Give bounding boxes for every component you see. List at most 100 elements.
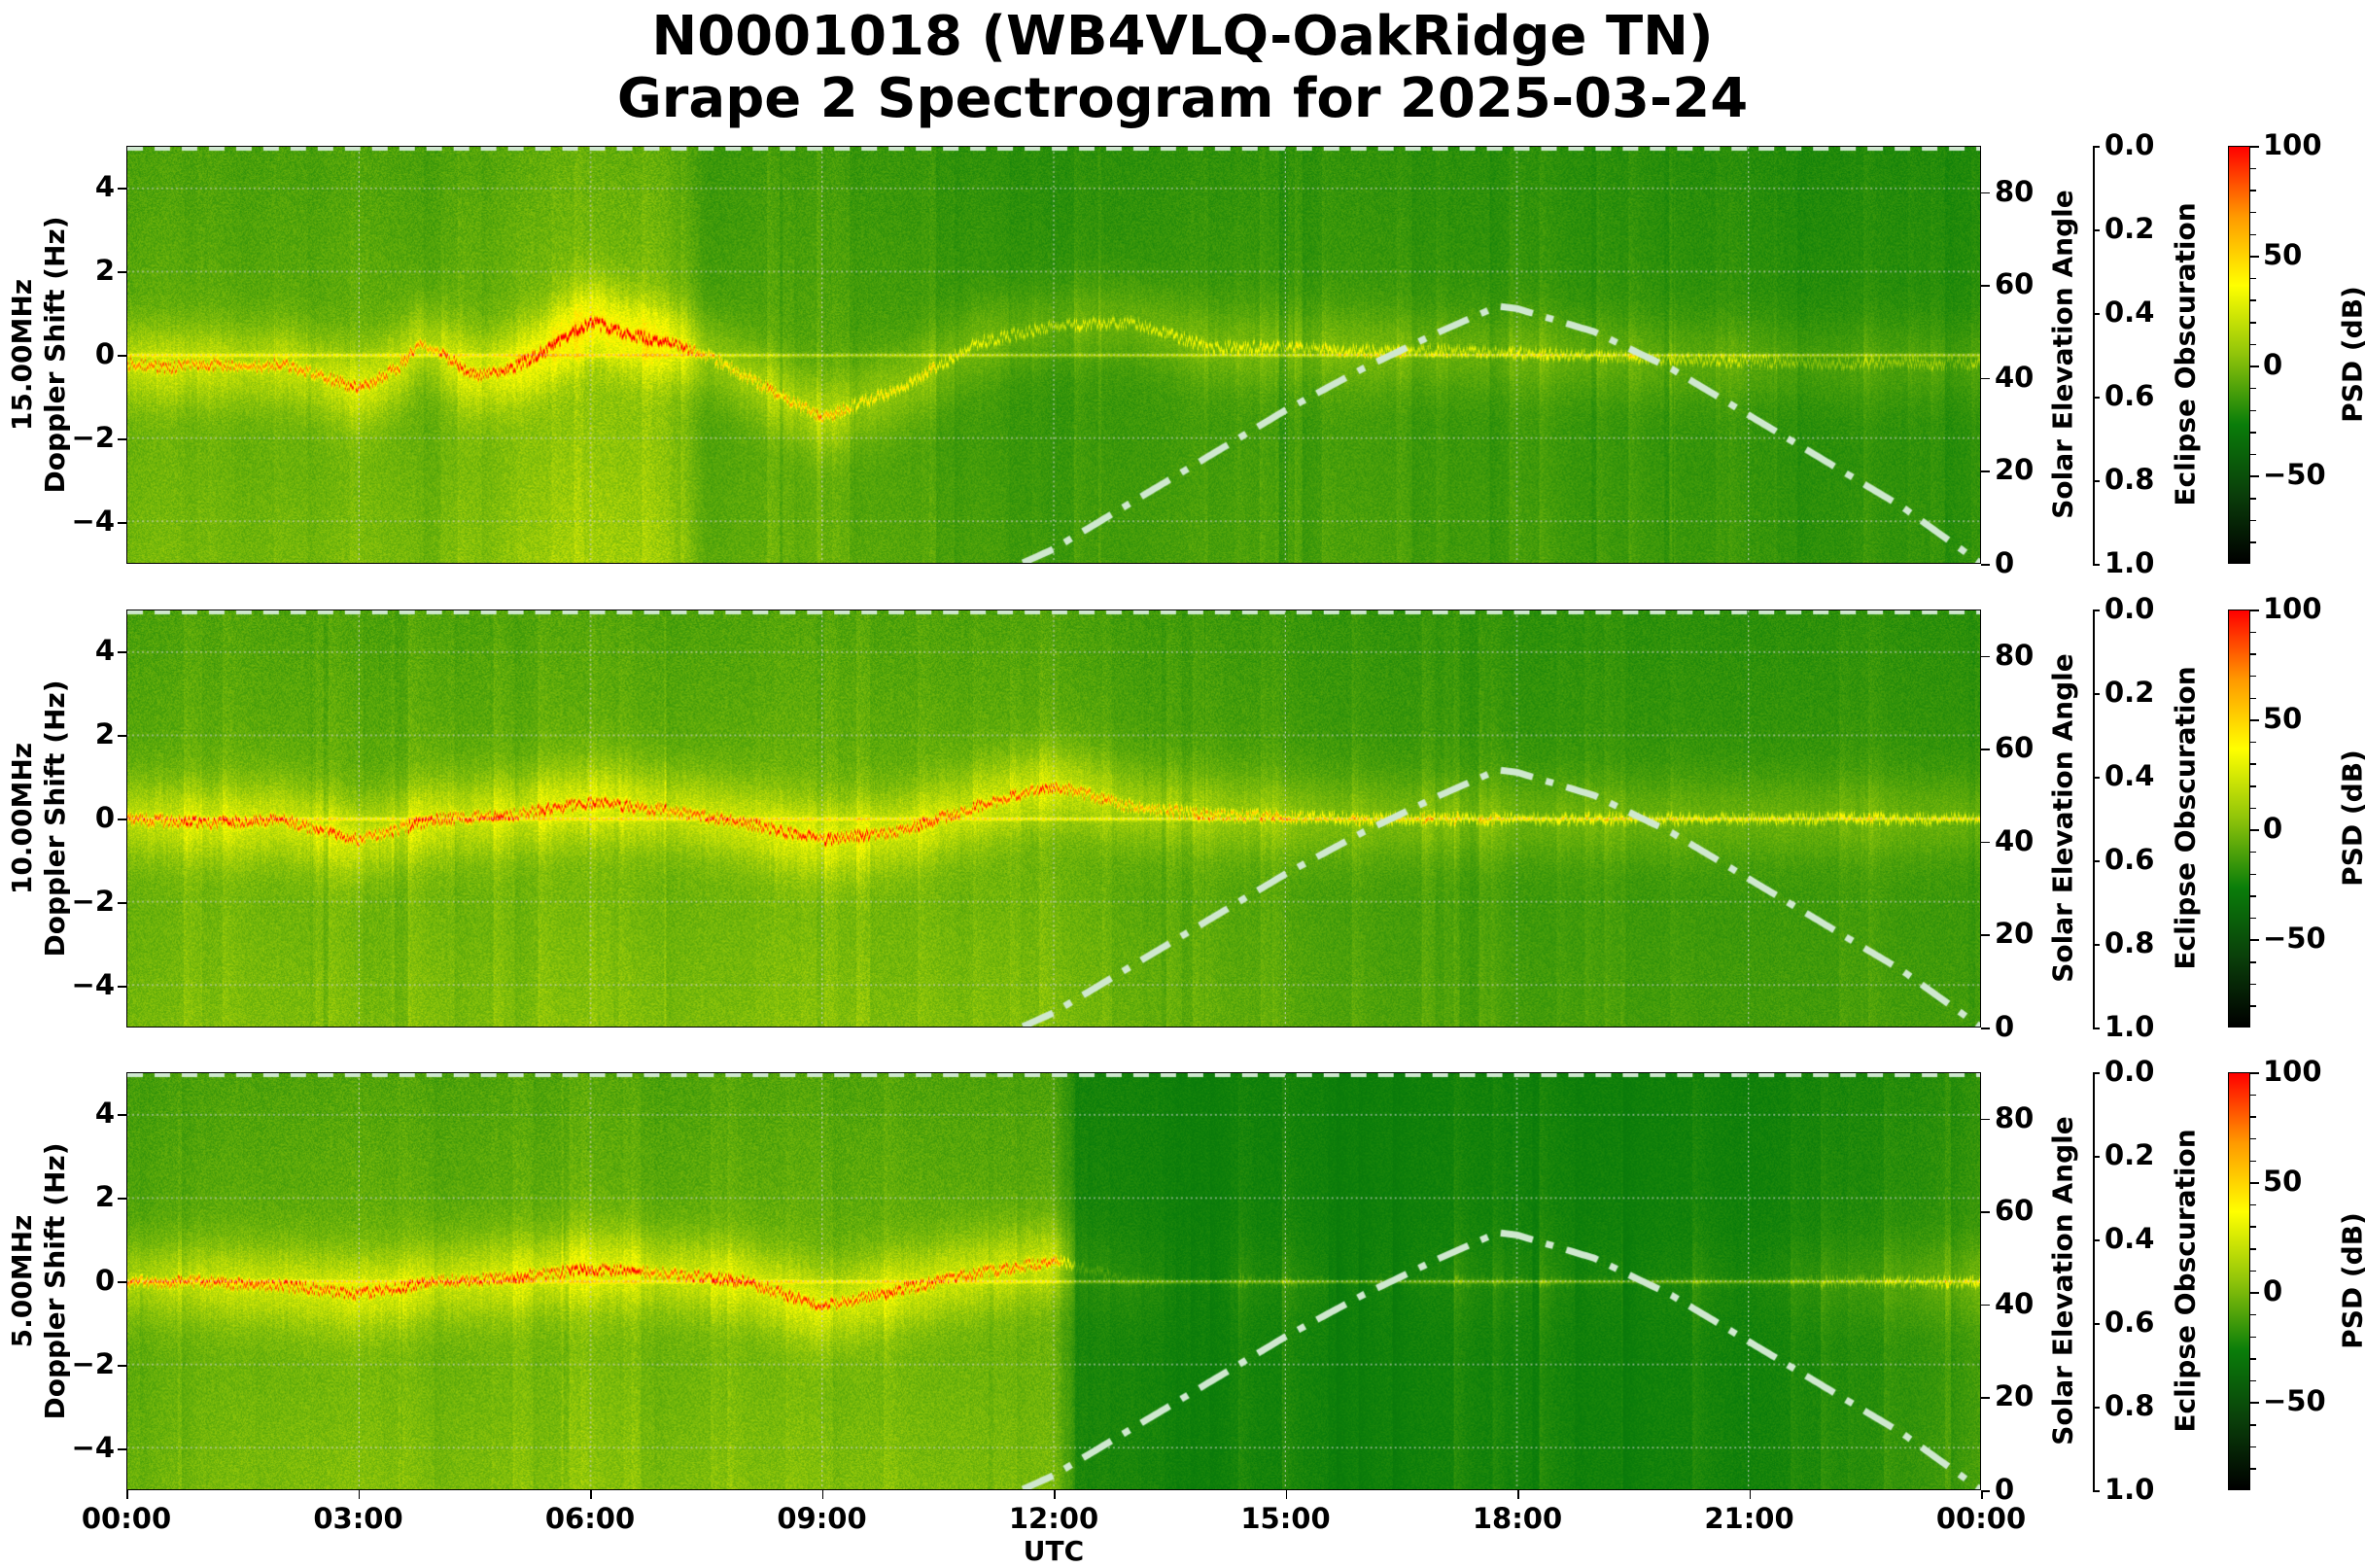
x-tick-label: 03:00: [313, 1502, 403, 1535]
colorbar-tick-mark: [2250, 366, 2259, 367]
solar-elevation-label: Solar Elevation Angle: [2046, 190, 2079, 519]
y-tick-mark: [118, 1448, 126, 1450]
eclipse-tick-mark: [2093, 860, 2100, 862]
doppler-shift-label: Doppler Shift (Hz): [39, 679, 71, 958]
solar-tick-label: 0: [1995, 1473, 2015, 1506]
solar-tick-mark: [1981, 192, 1990, 194]
solar-tick-mark: [1981, 1490, 1990, 1492]
solar-tick-label: 60: [1995, 731, 2035, 765]
eclipse-tick-label: 0.4: [2104, 296, 2155, 329]
solar-tick-label: 40: [1995, 360, 2035, 394]
spectrogram-canvas: [127, 147, 1980, 563]
y-tick-mark: [118, 1114, 126, 1116]
x-tick-label: 00:00: [1935, 1502, 2027, 1535]
colorbar-minor-tick: [2250, 409, 2256, 412]
eclipse-tick-mark: [2093, 480, 2100, 482]
eclipse-tick-mark: [2093, 1028, 2100, 1029]
y-tick-label: −4: [71, 505, 115, 538]
solar-tick-label: 20: [1995, 453, 2035, 487]
x-tick-label: 06:00: [544, 1502, 636, 1535]
solar-tick-mark: [1981, 1397, 1990, 1399]
eclipse-tick-mark: [2093, 1407, 2100, 1409]
colorbar-tick-mark: [2250, 1182, 2259, 1184]
colorbar-minor-tick: [2250, 387, 2256, 390]
eclipse-tick-label: 0.2: [2104, 676, 2155, 709]
solar-tick-mark: [1981, 470, 1990, 472]
solar-tick-label: 20: [1995, 917, 2035, 951]
eclipse-tick-label: 0.2: [2104, 212, 2155, 245]
eclipse-axis-spine: [2093, 610, 2095, 1028]
colorbar-minor-tick: [2250, 1226, 2256, 1228]
y-tick-label: 0: [94, 801, 115, 834]
spectrogram-canvas: [127, 1073, 1980, 1489]
y-tick-mark: [118, 1365, 126, 1367]
y-axis-label: 5.00MHz Doppler Shift (Hz): [6, 1067, 72, 1495]
spectrogram-panel-10.00MHz: [126, 610, 1981, 1028]
colorbar-minor-tick: [2250, 498, 2256, 500]
colorbar-tick-mark: [2250, 1402, 2259, 1404]
eclipse-tick-label: 1.0: [2104, 1473, 2155, 1506]
y-tick-label: −4: [71, 968, 115, 1001]
colorbar-minor-tick: [2250, 1468, 2256, 1470]
solar-tick-mark: [1981, 1118, 1990, 1121]
solar-tick-mark: [1981, 564, 1990, 566]
colorbar-minor-tick: [2250, 697, 2256, 700]
solar-tick-mark: [1981, 1304, 1990, 1307]
eclipse-tick-mark: [2093, 1323, 2100, 1325]
colorbar-tick-label: 50: [2263, 238, 2303, 272]
solar-tick-label: 60: [1995, 1194, 2035, 1228]
colorbar-tick-label: −50: [2263, 922, 2326, 956]
y-tick-label: 0: [94, 337, 115, 370]
y-tick-mark: [118, 271, 126, 273]
colorbar-minor-tick: [2250, 653, 2256, 655]
colorbar-tick-mark: [2250, 719, 2259, 721]
colorbar-minor-tick: [2250, 873, 2256, 876]
y-tick-label: 2: [94, 717, 115, 750]
eclipse-tick-label: 0.0: [2104, 1055, 2155, 1088]
colorbar-minor-tick: [2250, 519, 2256, 522]
y-tick-mark: [118, 819, 126, 820]
colorbar-minor-tick: [2250, 741, 2256, 744]
eclipse-tick-label: 0.0: [2104, 592, 2155, 625]
y-tick-mark: [118, 986, 126, 988]
colorbar-tick-mark: [2250, 475, 2259, 477]
colorbar-tick-label: 0: [2263, 812, 2283, 846]
x-tick-mark: [1285, 1490, 1287, 1499]
solar-tick-label: 60: [1995, 267, 2035, 301]
colorbar-minor-tick: [2250, 675, 2256, 678]
y-axis-label: 15.00MHz Doppler Shift (Hz): [6, 141, 72, 569]
colorbar-tick-label: 100: [2263, 1055, 2322, 1088]
colorbar-minor-tick: [2250, 541, 2256, 543]
eclipse-tick-mark: [2093, 564, 2100, 566]
colorbar-tick-mark: [2250, 610, 2259, 611]
y-tick-label: 2: [94, 1180, 115, 1213]
doppler-shift-label: Doppler Shift (Hz): [39, 216, 71, 494]
y-tick-mark: [118, 1198, 126, 1200]
frequency-label: 15.00MHz: [6, 278, 38, 432]
eclipse-tick-mark: [2093, 944, 2100, 946]
y-tick-label: −2: [71, 1347, 115, 1380]
psd-colorbar: [2228, 610, 2250, 1028]
colorbar-minor-tick: [2250, 322, 2256, 324]
y-axis-label: 10.00MHz Doppler Shift (Hz): [6, 605, 72, 1032]
eclipse-obscuration-label: Eclipse Obscuration: [2169, 666, 2202, 970]
colorbar-tick-label: −50: [2263, 1384, 2326, 1418]
x-tick-mark: [1749, 1490, 1751, 1499]
x-tick-mark: [358, 1490, 360, 1499]
solar-tick-label: 20: [1995, 1379, 2035, 1413]
colorbar-minor-tick: [2250, 1248, 2256, 1250]
colorbar-minor-tick: [2250, 1005, 2256, 1007]
psd-label: PSD (dB): [2336, 1212, 2365, 1349]
y-tick-label: −4: [71, 1431, 115, 1464]
eclipse-tick-label: 0.8: [2104, 463, 2155, 496]
x-tick-mark: [1981, 1490, 1983, 1499]
eclipse-tick-mark: [2093, 1490, 2100, 1492]
colorbar-minor-tick: [2250, 961, 2256, 963]
colorbar-minor-tick: [2250, 917, 2256, 920]
psd-label: PSD (dB): [2336, 749, 2365, 887]
colorbar-minor-tick: [2250, 299, 2256, 301]
solar-elevation-label: Solar Elevation Angle: [2046, 653, 2079, 983]
eclipse-tick-mark: [2093, 1072, 2100, 1074]
solar-tick-label: 0: [1995, 546, 2015, 579]
colorbar-minor-tick: [2250, 1446, 2256, 1448]
